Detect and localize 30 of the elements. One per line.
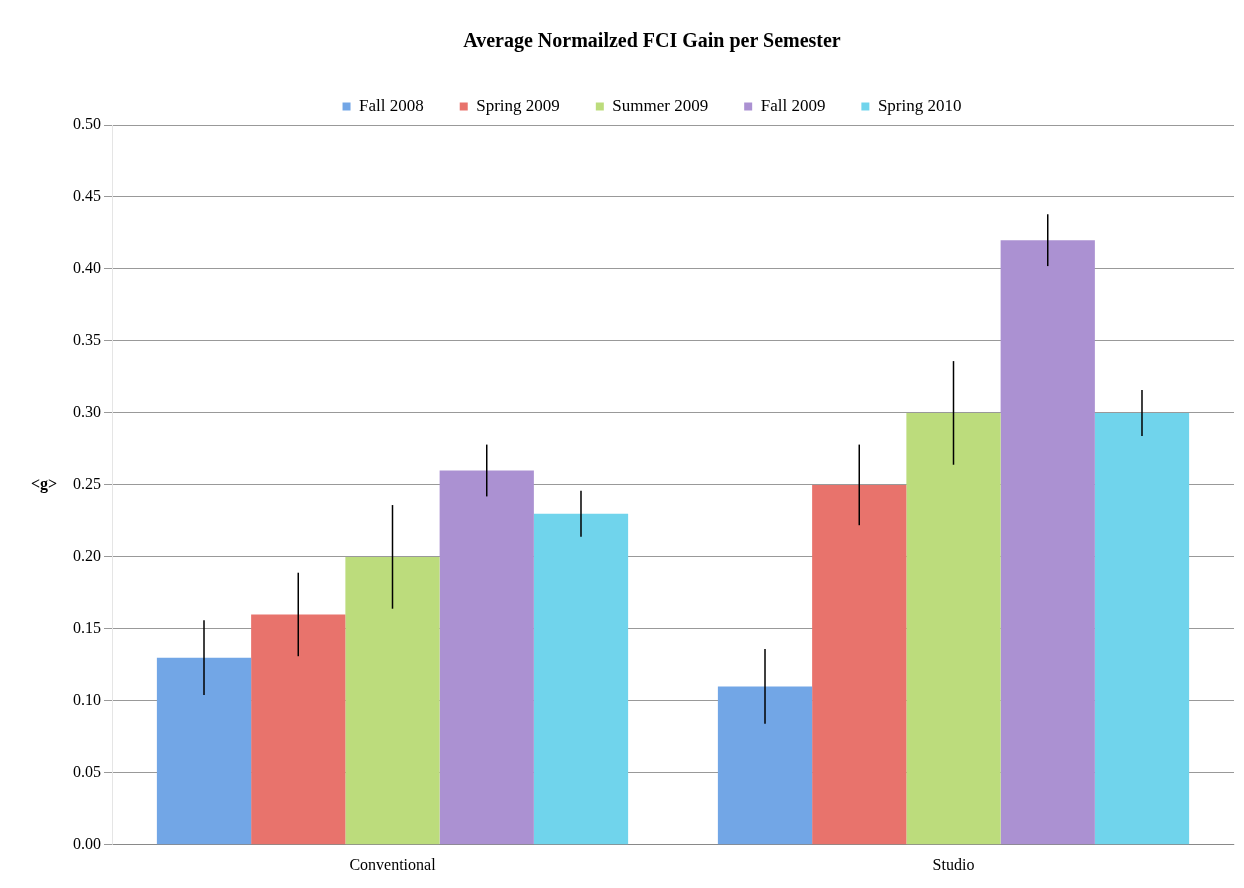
y-tick-label: 0.50	[73, 115, 101, 133]
y-tick-label: 0.40	[73, 259, 101, 277]
y-tick-label: 0.00	[73, 835, 101, 852]
y-tick-label: 0.35	[73, 331, 101, 349]
bar	[251, 614, 346, 845]
y-tick-label: 0.20	[73, 547, 101, 565]
bar	[812, 484, 907, 845]
legend-label: Spring 2009	[476, 95, 560, 115]
legend-label: Summer 2009	[612, 95, 709, 115]
y-tick-label: 0.05	[73, 763, 101, 781]
bar	[533, 513, 629, 845]
x-tick-label: Conventional	[349, 855, 437, 873]
bar	[717, 686, 813, 845]
bar	[906, 412, 1001, 845]
bar	[156, 657, 252, 845]
bar	[1000, 240, 1095, 845]
y-axis-title: <g>	[30, 475, 58, 494]
y-tick-label: 0.25	[73, 475, 101, 493]
x-tick-label: Studio	[932, 855, 975, 873]
chart-title: Average Normailzed FCI Gain per Semester	[463, 29, 841, 53]
legend-label: Fall 2008	[359, 95, 424, 115]
bar	[439, 470, 534, 845]
y-tick-label: 0.15	[73, 619, 101, 637]
y-tick-label: 0.45	[73, 187, 101, 205]
y-tick-label: 0.10	[73, 691, 101, 709]
bar	[345, 556, 440, 845]
legend-label: Spring 2010	[877, 95, 962, 115]
legend-label: Fall 2009	[760, 95, 826, 115]
y-tick-label: 0.30	[73, 403, 101, 421]
bar	[1094, 412, 1190, 845]
